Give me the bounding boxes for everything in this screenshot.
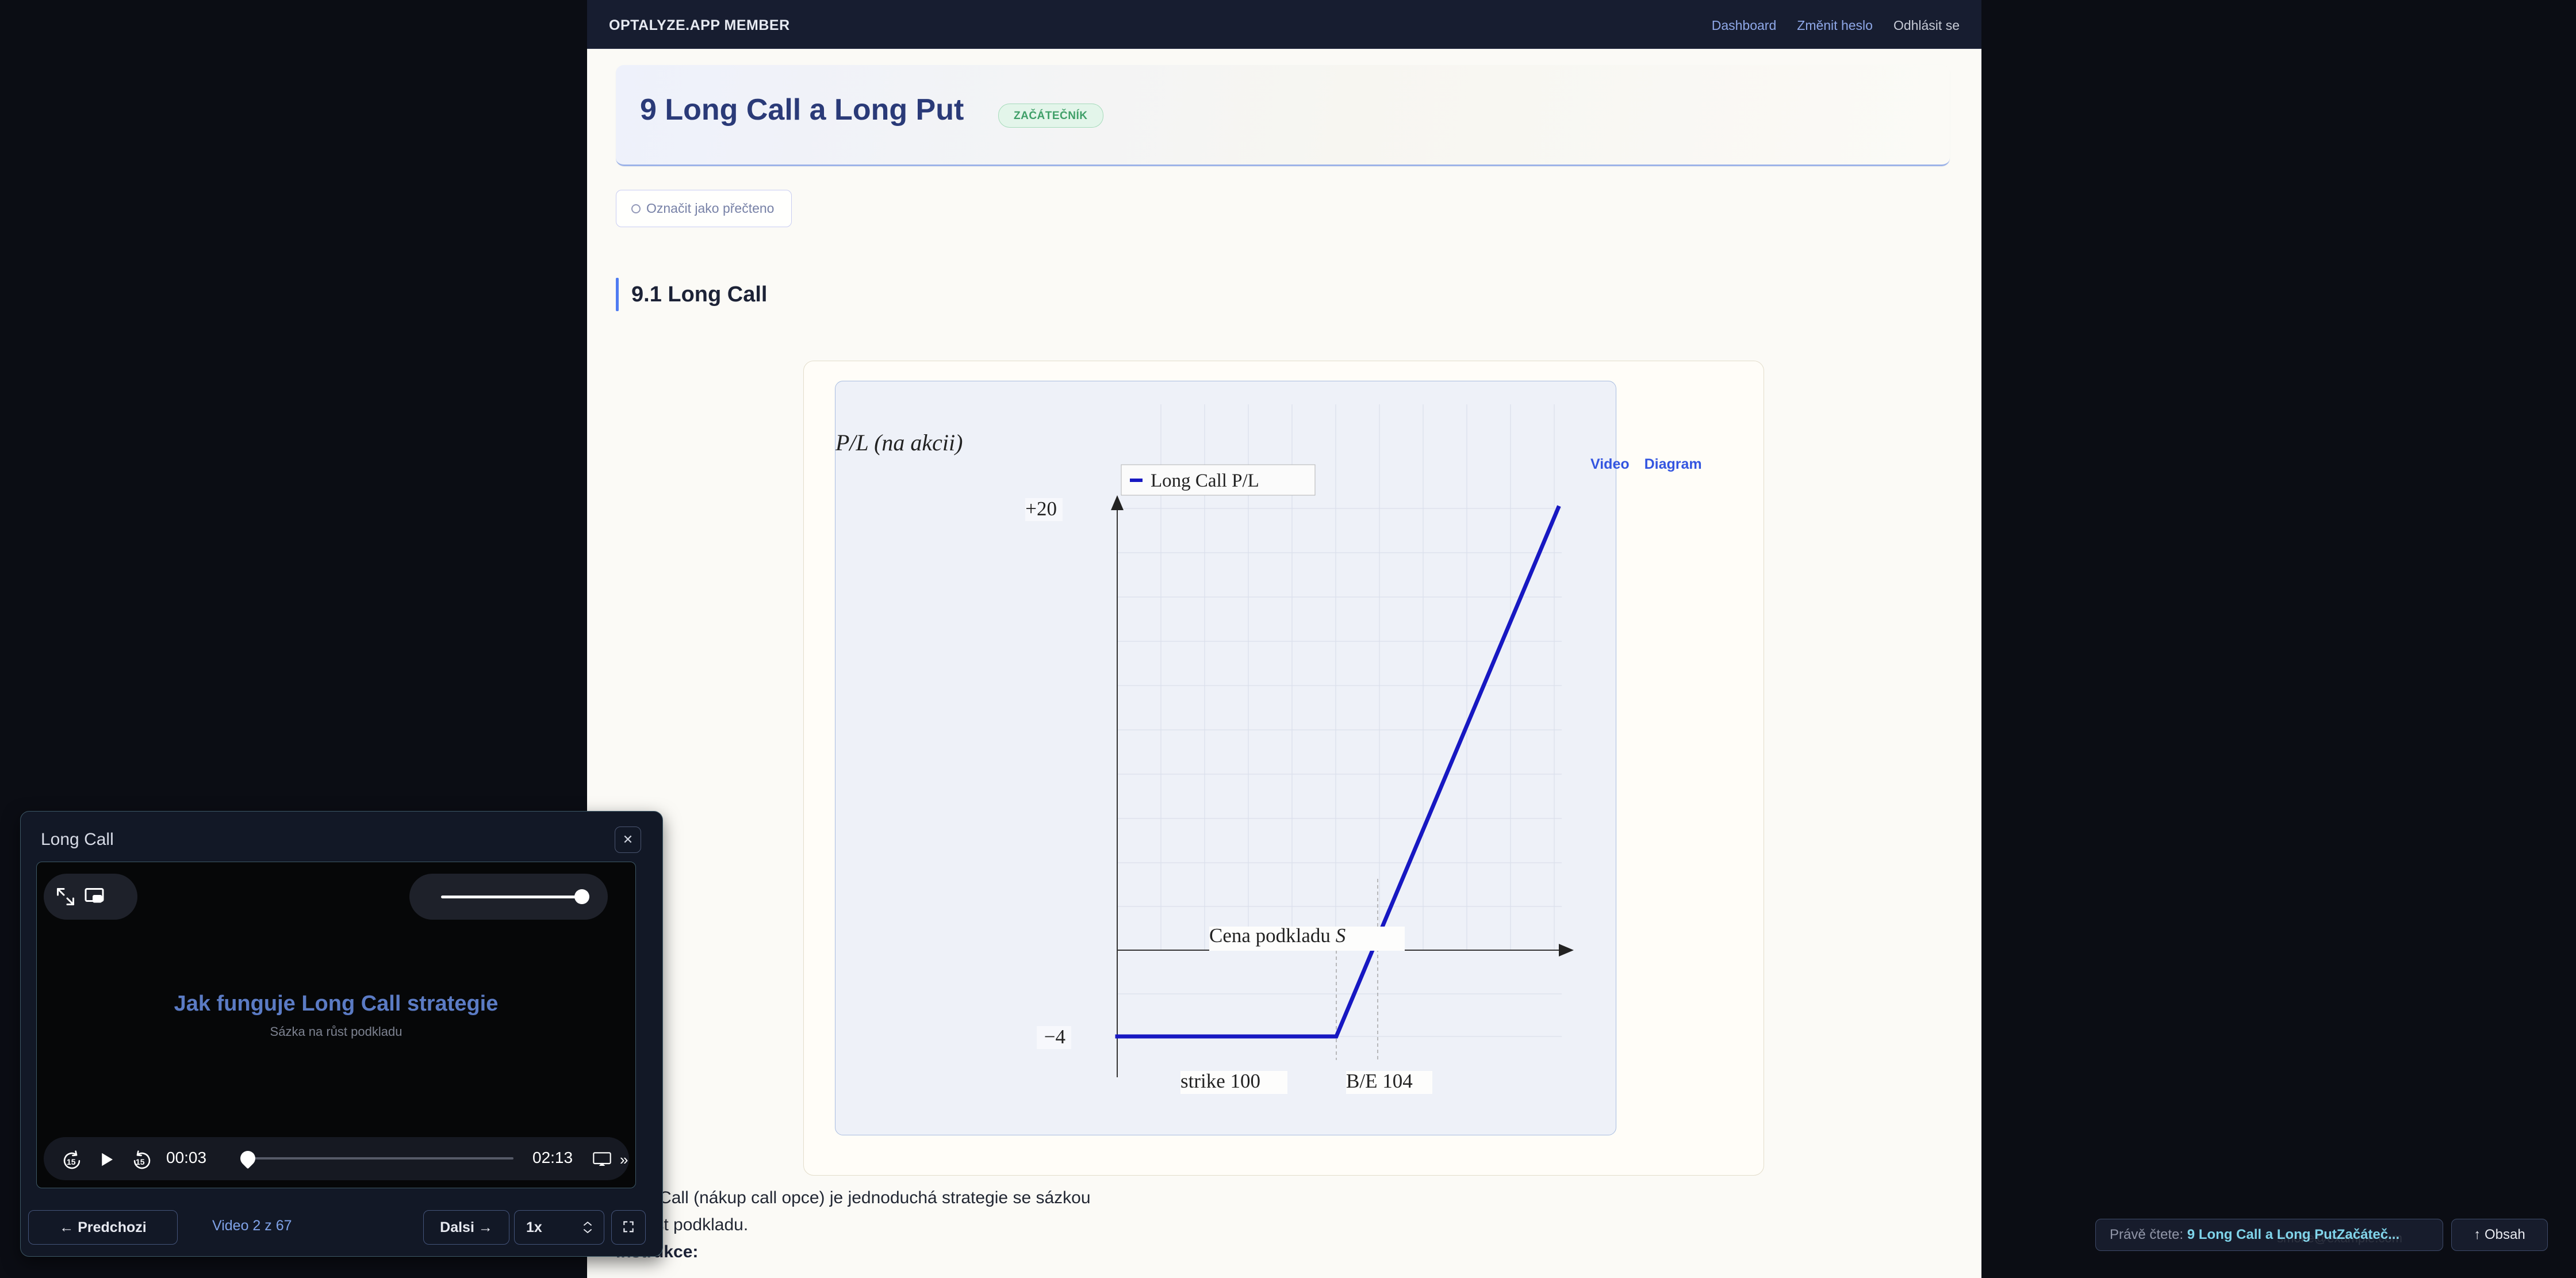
svg-text:P/L (na akcii): P/L (na akcii)	[835, 430, 963, 456]
svg-text:strike 100: strike 100	[1180, 1070, 1260, 1092]
svg-text:Cena podkladu S: Cena podkladu S	[1209, 924, 1346, 947]
svg-text:B/E 104: B/E 104	[1346, 1070, 1413, 1092]
svg-text:−4: −4	[1044, 1026, 1065, 1048]
svg-text:Long Call P/L: Long Call P/L	[1151, 470, 1259, 491]
svg-text:+20: +20	[1025, 498, 1057, 520]
